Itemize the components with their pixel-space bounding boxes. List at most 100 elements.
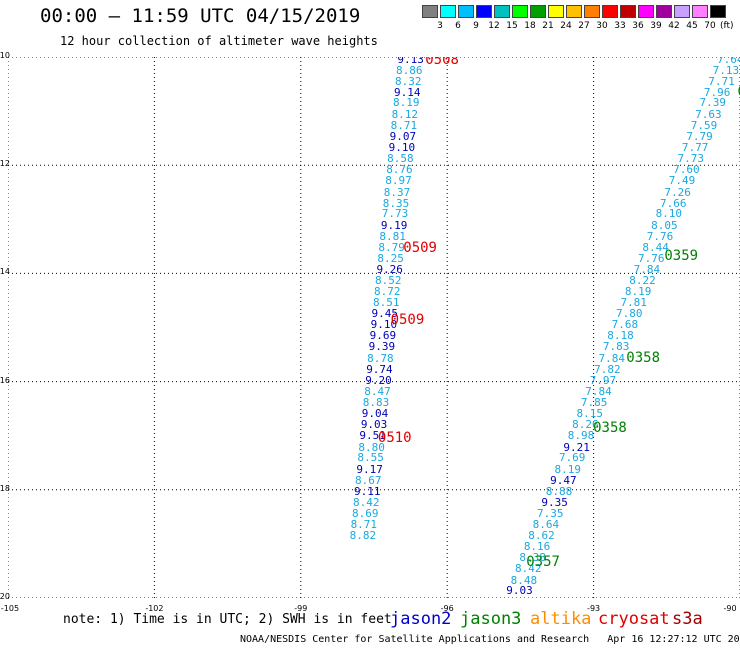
cryosat-wave-height-label: 8.71 — [350, 517, 378, 531]
color-scale-swatch — [458, 5, 474, 18]
pass-time-label: 04 — [738, 85, 740, 99]
cryosat-wave-height-label: 8.86 — [395, 63, 423, 77]
jason3-wave-height-label: 7.39 — [699, 96, 726, 110]
jason3-wave-height-label: 7.73 — [677, 151, 705, 165]
cryosat-wave-height-label: 8.51 — [373, 296, 400, 310]
cryosat-wave-height-label: 8.97 — [385, 174, 412, 188]
cryosat-wave-height-label: 8.35 — [382, 196, 410, 210]
lon-tick-label: -93 — [587, 604, 601, 613]
cryosat-wave-height-label: 9.14 — [394, 86, 421, 100]
cryosat-wave-height-label: 8.72 — [374, 285, 401, 299]
color-scale-label: 18 — [524, 21, 536, 31]
jason3-wave-height-label: 7.76 — [646, 229, 674, 243]
pass-time-label: 0358 — [626, 349, 660, 366]
cryosat-wave-height-label: 8.78 — [367, 351, 394, 365]
color-scale-label: 30 — [596, 21, 608, 31]
jason3-wave-height-label: 8.98 — [567, 429, 595, 443]
lat-tick-label: -16 — [0, 375, 10, 385]
jason3-wave-height-label: 7.60 — [673, 162, 700, 176]
color-scale-swatch — [710, 5, 726, 18]
jason3-wave-height-label: 8.10 — [655, 207, 683, 221]
color-scale-label: 27 — [578, 21, 590, 31]
jason3-wave-height-label: 7.84 — [598, 351, 625, 365]
jason3-wave-height-label: 7.80 — [616, 307, 643, 321]
cryosat-wave-height-label: 9.26 — [376, 262, 403, 276]
color-scale-swatch — [512, 5, 528, 18]
jason3-wave-height-label: 7.79 — [686, 129, 713, 143]
color-scale-swatch — [674, 5, 690, 18]
map-subtitle: 12 hour collection of altimeter wave hei… — [60, 34, 378, 48]
jason3-wave-height-label: 7.77 — [681, 140, 709, 154]
pass-time-label: 0358 — [593, 420, 627, 437]
cryosat-wave-height-label: 8.37 — [383, 185, 411, 199]
color-scale-label: 70 — [704, 21, 716, 31]
pass-time-label: 0359 — [664, 248, 699, 264]
cryosat-wave-height-label: 9.17 — [356, 462, 383, 476]
color-scale-swatch — [440, 5, 456, 18]
pass-time-label: 0509 — [390, 311, 425, 328]
jason3-wave-height-label: 7.64 — [717, 57, 740, 67]
jason3-wave-height-label: 7.81 — [620, 296, 647, 310]
jason3-wave-height-label: 7.13 — [712, 63, 740, 77]
lon-tick-label: -96 — [440, 604, 454, 613]
footer-credit: NOAA/NESDIS Center for Satellite Applica… — [240, 634, 740, 645]
jason3-wave-height-label: 8.19 — [554, 462, 582, 476]
color-scale-label: 3 — [437, 21, 443, 31]
cryosat-wave-height-label: 8.76 — [386, 162, 413, 176]
color-scale-label: 33 — [614, 21, 626, 31]
jason3-wave-height-label: 8.18 — [607, 329, 634, 343]
cryosat-wave-height-label: 9.03 — [360, 418, 388, 432]
cryosat-wave-height-label: 8.12 — [391, 107, 419, 121]
cryosat-wave-height-label: 8.55 — [357, 451, 384, 465]
color-scale-unit: (ft) — [720, 21, 734, 31]
color-scale-label: 36 — [632, 21, 644, 31]
color-scale-swatch — [620, 5, 636, 18]
color-scale-label: 39 — [650, 21, 662, 31]
lon-tick-label: -90 — [723, 604, 737, 613]
cryosat-wave-height-label: 8.82 — [349, 529, 377, 543]
cryosat-wave-height-label: 8.69 — [352, 507, 379, 521]
jason3-wave-height-label: 7.96 — [703, 86, 731, 100]
jason3-wave-height-label: 8.44 — [642, 240, 669, 254]
jason3-wave-height-label: 7.83 — [602, 340, 630, 354]
lat-tick-label: -12 — [0, 159, 10, 169]
color-scale-swatch — [692, 5, 708, 18]
jason3-wave-height-label: 9.45 — [502, 597, 529, 598]
jason3-wave-height-label: 8.64 — [532, 517, 560, 531]
color-scale-swatch — [422, 5, 438, 18]
color-scale-swatch — [530, 5, 546, 18]
color-scale-swatch — [566, 5, 582, 18]
lat-tick-label: -20 — [0, 592, 10, 601]
color-scale-label: 42 — [668, 21, 680, 31]
cryosat-wave-height-label: 8.71 — [390, 118, 418, 132]
cryosat-wave-height-label: 9.04 — [361, 406, 389, 420]
lat-tick-label: -18 — [0, 483, 10, 493]
jason3-wave-height-label: 9.47 — [550, 473, 577, 487]
color-scale-swatch — [584, 5, 600, 18]
jason3-wave-height-label: 8.15 — [576, 406, 604, 420]
color-scale-label: 6 — [455, 21, 461, 31]
color-scale-swatch — [656, 5, 672, 18]
pass-time-label: 0509 — [403, 239, 437, 256]
jason3-wave-height-label: 8.42 — [515, 562, 542, 576]
jason3-wave-height-label: 9.35 — [541, 495, 568, 509]
cryosat-wave-height-label: 9.39 — [368, 340, 396, 354]
jason3-wave-height-label: 8.05 — [651, 218, 678, 232]
jason3-wave-height-label: 7.71 — [708, 74, 735, 88]
cryosat-wave-height-label: 8.67 — [354, 473, 382, 487]
legend-cryosat: cryosat — [598, 609, 670, 629]
cryosat-wave-height-label: 9.69 — [369, 329, 397, 343]
lon-tick-label: -102 — [145, 604, 164, 613]
cryosat-wave-height-label: 8.83 — [362, 396, 390, 410]
jason3-wave-height-label: 7.68 — [611, 318, 639, 332]
cryosat-wave-height-label: 9.10 — [370, 318, 398, 332]
jason3-wave-height-label: 8.62 — [528, 529, 555, 543]
jason3-wave-height-label: 8.26 — [572, 418, 599, 432]
cryosat-wave-height-label: 8.80 — [358, 440, 385, 454]
color-scale-label: 45 — [686, 21, 698, 31]
jason3-wave-height-label: 8.19 — [624, 285, 652, 299]
color-scale-swatch — [602, 5, 618, 18]
jason3-wave-height-label: 7.85 — [580, 396, 608, 410]
lon-tick-label: -99 — [294, 604, 308, 613]
legend-jason2: jason2 — [390, 609, 452, 629]
